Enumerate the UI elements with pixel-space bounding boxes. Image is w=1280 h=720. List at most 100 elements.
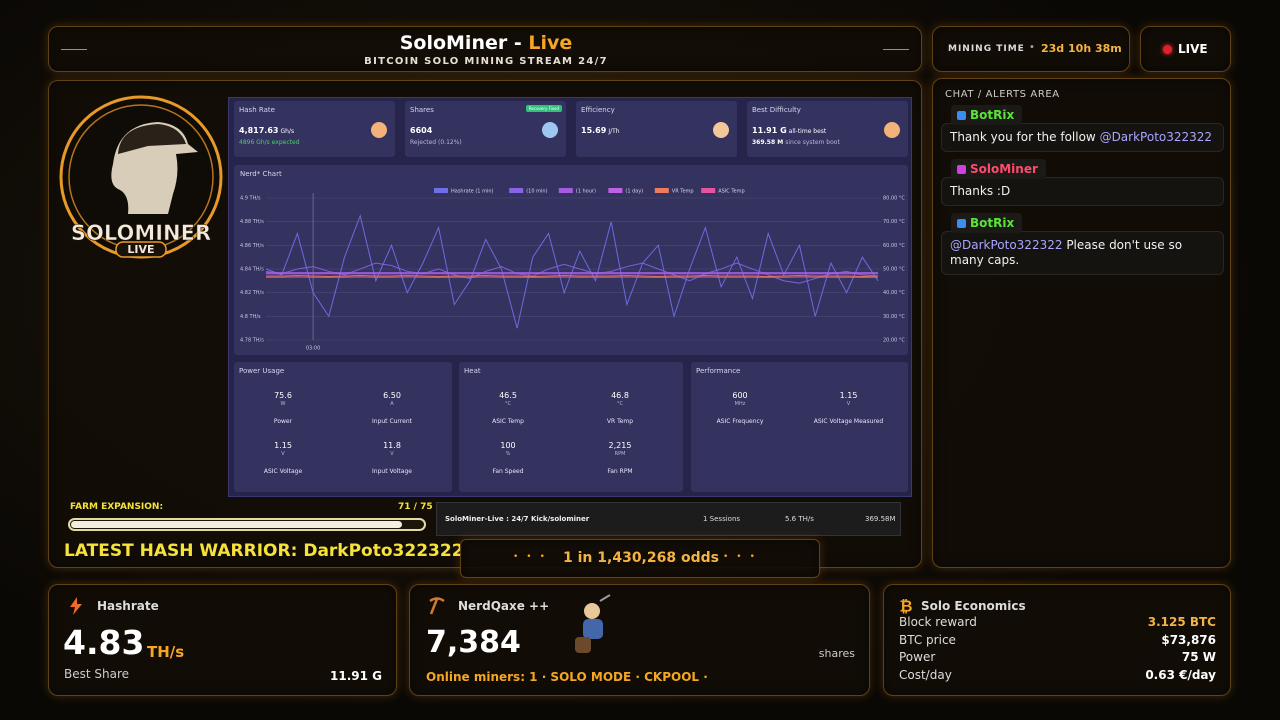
chat-title: CHAT / ALERTS AREA [945,89,1060,100]
header-title: SoloMiner - Live [49,32,923,54]
stat-sub-text: since system boot [785,139,840,146]
shares-value: 7,384 [426,625,521,660]
chat-message: BotRix @DarkPoto322322 Please don't use s… [941,212,1224,275]
header-subtitle: BITCOIN SOLO MINING STREAM 24/7 [364,56,608,67]
best-share-value: 11.91 G [330,669,382,683]
economics-label: Power [899,650,936,664]
economics-row: Cost/day 0.63 €/day [899,668,1216,685]
best-share-label: Best Share [64,667,130,681]
chat-bubble: @DarkPoto322322 Please don't use so many… [941,231,1224,275]
economics-label: Cost/day [899,667,952,682]
odds-box: ••• ••• 1 in 1,430,268 odds [460,539,820,578]
series-line [266,275,879,278]
stat-unit: J/Th [608,128,620,135]
latest-warrior-label: LATEST HASH WARRIOR: [64,541,298,561]
economics-value: 3.125 BTC [1147,615,1216,629]
chart-panel: Nerd* Chart 4.78 TH/s 4.8 TH/s 4.82 TH/s 4.8… [234,165,908,355]
gauge-panel: Performance 600 MHz ASIC Frequency 1.15 V ASIC… [691,362,908,492]
stat-value-text: 15.69 [581,126,607,135]
stat-label: Efficiency [581,106,615,114]
gauge-name: VR Temp [606,418,634,425]
pickaxe-icon [429,597,445,615]
legend-swatch [654,188,669,193]
gauge-panel: Power Usage 75.6 W Power 6.50 A Input Current 1… [234,362,452,492]
latest-warrior-name: DarkPoto322322 [303,541,464,561]
economics-value: 75 W [1181,650,1216,664]
gauge-panel-title: Heat [464,367,481,375]
stat-label: Shares [410,106,434,114]
y2-tick-label: 40.00 °C [883,290,905,296]
y-tick-label: 4.78 TH/s [240,338,264,344]
gauge-panel: Heat 46.5 °C ASIC Temp 46.8 °C VR Temp 100% Fan … [459,362,683,492]
chat-username: SoloMiner [970,162,1038,176]
legend-label: (10 min) [526,189,547,195]
logo-cap [118,124,186,154]
logo-tag-box [115,241,167,258]
y2-tick-label: 50.00 °C [883,267,905,273]
y2-tick-label: 30.00 °C [883,314,905,320]
legend-label: Hashrate (1 min) [451,189,493,195]
chat-user: SoloMiner [951,159,1046,179]
status-best: 369.58M [865,515,896,523]
chat-text: Thank you for the follow [950,130,1096,144]
gauge-value: 2,215 [608,441,632,450]
stat-value: 4,817.63 Gh/s [239,126,294,135]
title-text: SoloMiner [399,32,508,54]
gauge-unit: MHz [734,401,746,407]
chat-bubble: Thanks :D [941,177,1224,206]
legend-label: (1 day) [625,189,643,195]
stat-card: Shares Recovery Fixed 6604 Rejected (0.12%) [405,101,566,157]
chat-username: BotRix [970,108,1015,122]
header-bar: SoloMiner - Live BITCOIN SOLO MINING STR… [48,26,922,72]
gauge-panel-title: Performance [696,367,741,375]
y2-tick-label: 70.00 °C [883,219,905,225]
gauge-value: 46.5 [499,391,517,400]
nerdqaxe-footer: Online miners: 1 · SOLO MODE · CKPOOL · [426,670,708,684]
chat-panel: CHAT / ALERTS AREA BotRix Thank you for t… [932,78,1231,568]
chart-title: Nerd* Chart [240,170,282,178]
gauge-value: 1.15 [274,441,292,450]
legend-swatch [509,188,524,193]
gauge-name: ASIC Frequency [716,418,764,425]
series-line [266,276,879,279]
svg-text:₿: ₿ [899,597,912,615]
latest-warrior: LATEST HASH WARRIOR: DarkPoto322322 [64,541,464,561]
mining-time-label: MINING TIME [948,44,1025,54]
chat-mention: @DarkPoto322322 [950,238,1063,252]
dot: • [1029,42,1035,53]
stat-sub-value: 369.58 M [752,139,784,146]
gauge-unit: °C [505,401,511,407]
stat-icon [371,122,387,138]
gauge-name: Input Voltage [372,468,412,475]
stat-value: 15.69 J/Th [581,126,620,135]
chat-user: BotRix [951,105,1023,125]
y2-tick-label: 80.00 °C [883,196,905,202]
gauge-name: Fan Speed [492,468,524,475]
bitcoin-icon: ₿ [899,597,912,615]
live-badge: LIVE [1140,26,1231,72]
gauge-unit: % [505,451,511,457]
economics-row: Block reward 3.125 BTC [899,615,1216,632]
logo-name: SOLOMINER [71,221,211,245]
stat-card: Hash Rate 4,817.63 Gh/s 4896 Gh/s expected [234,101,395,157]
economics-value: $73,876 [1161,632,1216,647]
gauge-name: Power [273,418,293,425]
stat-unit: Gh/s [280,128,295,135]
title-live: Live [528,32,573,54]
stat-note: all-time best [788,128,827,135]
hashrate-card: Hashrate 4.83 TH/s Best Share 11.91 G [48,584,397,696]
y-tick-label: 4.84 TH/s [240,267,264,273]
economics-label: BTC price [899,632,956,647]
farm-current: 71 [398,502,411,512]
card-title: Solo Economics [921,599,1026,613]
economics-value: 0.63 €/day [1145,667,1216,682]
farm-progress-track [68,518,426,531]
y2-tick-label: 20.00 °C [883,338,905,344]
miner-mascot [575,594,611,653]
card-title: NerdQaxe ++ [458,599,550,613]
chat-message: BotRix Thank you for the follow @DarkPoto… [941,104,1224,152]
economics-row: Power 75 W [899,650,1216,667]
x-tick-label: 03:00 [306,346,320,352]
gauge-value: 46.8 [611,391,629,400]
